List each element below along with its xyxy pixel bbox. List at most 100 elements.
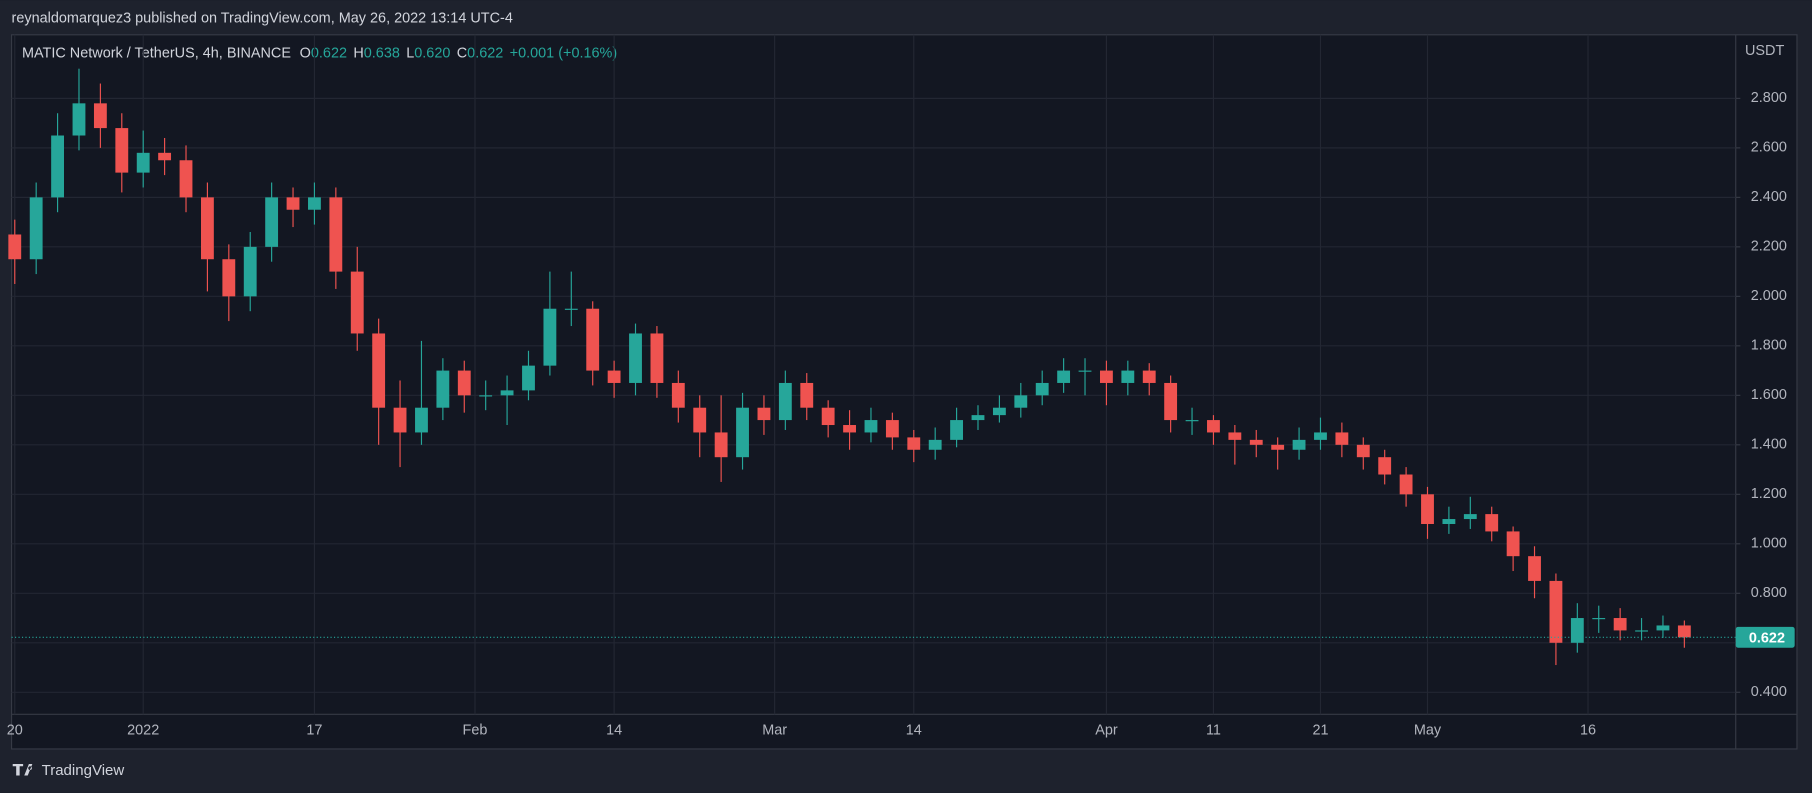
l-value: 0.620 bbox=[414, 45, 450, 61]
candle-body bbox=[179, 160, 193, 198]
y-tick-label: 2.400 bbox=[1751, 189, 1787, 205]
candle-body bbox=[1635, 630, 1648, 632]
candle-body bbox=[200, 197, 214, 260]
y-tick-label: 1.400 bbox=[1751, 437, 1787, 453]
candle-body bbox=[843, 425, 856, 433]
candle-body bbox=[93, 103, 107, 129]
candle-body bbox=[500, 390, 514, 396]
candle-body bbox=[265, 197, 279, 247]
candle-body bbox=[350, 271, 364, 334]
candle-body bbox=[1292, 439, 1306, 450]
candle-body bbox=[757, 407, 771, 421]
change: +0.001 (+0.16%) bbox=[510, 45, 618, 61]
h-label: H bbox=[353, 45, 363, 61]
candle-body bbox=[286, 197, 300, 210]
candle-body bbox=[372, 333, 386, 408]
candle-body bbox=[800, 382, 814, 408]
candle-body bbox=[1613, 618, 1627, 631]
candle-body bbox=[671, 382, 685, 408]
plot: 0.4000.6000.8001.0001.2001.4001.6001.800… bbox=[7, 34, 1795, 738]
candle-body bbox=[821, 407, 835, 426]
y-tick-label: 1.600 bbox=[1751, 387, 1787, 403]
candle-body bbox=[1249, 439, 1263, 445]
chart-border bbox=[10, 34, 1798, 750]
y-tick-label: 2.800 bbox=[1751, 90, 1787, 106]
candle-body bbox=[1592, 618, 1606, 620]
candle-body bbox=[1314, 432, 1327, 440]
candle-body bbox=[1207, 420, 1220, 433]
candle-body bbox=[607, 370, 621, 383]
candle-body bbox=[1100, 370, 1113, 383]
candle-body bbox=[928, 439, 942, 450]
brand-text: TradingView bbox=[42, 762, 125, 779]
candle-body bbox=[136, 152, 150, 173]
last-price-label: 0.622 bbox=[1749, 630, 1785, 646]
candle-body bbox=[992, 407, 1006, 416]
candle-body bbox=[714, 432, 728, 458]
candle-body bbox=[950, 420, 964, 440]
y-tick-label: 1.200 bbox=[1751, 486, 1787, 502]
candle-body bbox=[1463, 514, 1477, 520]
candle-body bbox=[457, 370, 471, 396]
candle-body bbox=[115, 128, 129, 173]
y-tick-label: 0.800 bbox=[1751, 585, 1787, 601]
candle-body bbox=[479, 395, 493, 397]
candle-body bbox=[1485, 514, 1499, 532]
candle-body bbox=[586, 308, 600, 371]
candle-body bbox=[1421, 494, 1434, 525]
candle-body bbox=[1078, 370, 1092, 372]
candle-body bbox=[1549, 580, 1563, 643]
candle-body bbox=[158, 152, 172, 161]
ohlc-legend: MATIC Network / TetherUS, 4h, BINANCE O0… bbox=[22, 45, 617, 61]
candle-body bbox=[1656, 625, 1670, 631]
candle-body bbox=[778, 382, 792, 421]
x-tick-label: 20 bbox=[7, 722, 23, 738]
candle-body bbox=[1164, 382, 1178, 421]
x-tick-label: 2022 bbox=[127, 722, 159, 738]
o-value: 0.622 bbox=[311, 45, 347, 61]
candle-body bbox=[393, 407, 407, 433]
l-label: L bbox=[406, 45, 414, 61]
candle-body bbox=[1185, 420, 1199, 422]
candle-body bbox=[436, 370, 450, 408]
footer-logo[interactable]: TradingView bbox=[12, 762, 125, 779]
x-tick-label: 17 bbox=[306, 722, 322, 738]
y-tick-label: 2.600 bbox=[1751, 140, 1787, 156]
chart-pane bbox=[11, 34, 1797, 749]
symbol: MATIC Network / TetherUS, 4h, BINANCE bbox=[22, 45, 291, 61]
candle-body bbox=[736, 407, 749, 458]
candle-body bbox=[72, 103, 86, 136]
candle-body bbox=[564, 308, 578, 310]
y-tick-label: 1.800 bbox=[1751, 338, 1787, 354]
y-tick-label: 1.000 bbox=[1751, 536, 1787, 552]
candle-body bbox=[1035, 382, 1049, 396]
c-label: C bbox=[457, 45, 467, 61]
y-tick-label: 2.000 bbox=[1751, 288, 1787, 304]
candle-body bbox=[1228, 432, 1242, 440]
candle-body bbox=[1121, 370, 1135, 383]
candle-body bbox=[8, 234, 22, 260]
x-tick-label: 11 bbox=[1206, 722, 1221, 738]
candle-body bbox=[415, 407, 428, 433]
candle-body bbox=[1399, 474, 1413, 495]
candle-body bbox=[1570, 618, 1584, 643]
x-tick-label: Apr bbox=[1095, 722, 1118, 738]
candle-body bbox=[1335, 432, 1349, 445]
candle-body bbox=[1356, 444, 1370, 458]
candle-body bbox=[51, 135, 64, 198]
candle-body bbox=[543, 308, 557, 366]
last-price-tag bbox=[1735, 626, 1795, 648]
candle-body bbox=[1142, 370, 1156, 383]
c-value: 0.622 bbox=[467, 45, 503, 61]
candle-body bbox=[1271, 444, 1285, 450]
candle-body bbox=[885, 420, 899, 438]
y-tick-label: 2.200 bbox=[1751, 239, 1787, 255]
publisher-text: reynaldomarquez3 published on TradingVie… bbox=[12, 10, 513, 26]
logo-icon bbox=[12, 763, 33, 776]
candle-body bbox=[1378, 457, 1392, 475]
y-axis-unit: USDT bbox=[1745, 43, 1784, 59]
x-tick-label: May bbox=[1414, 722, 1442, 738]
candle-body bbox=[243, 246, 257, 297]
x-tick-label: 16 bbox=[1580, 722, 1596, 738]
candle-body bbox=[864, 420, 878, 433]
